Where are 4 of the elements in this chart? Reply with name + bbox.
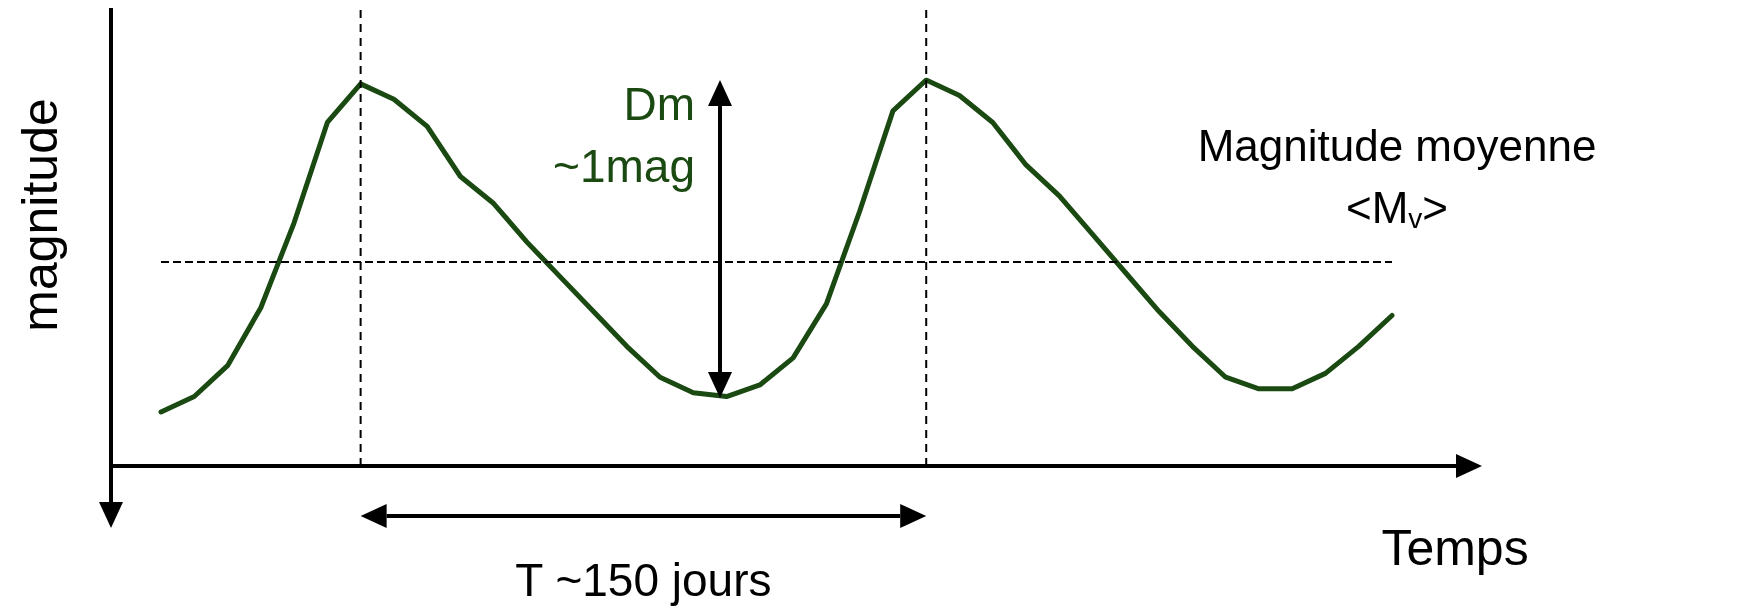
text: T ~150 jours (515, 554, 772, 606)
y-axis-title: magnitude (12, 98, 68, 332)
x-axis-title: Temps (1381, 520, 1529, 576)
annotation: Dm ~1mag (553, 78, 695, 193)
